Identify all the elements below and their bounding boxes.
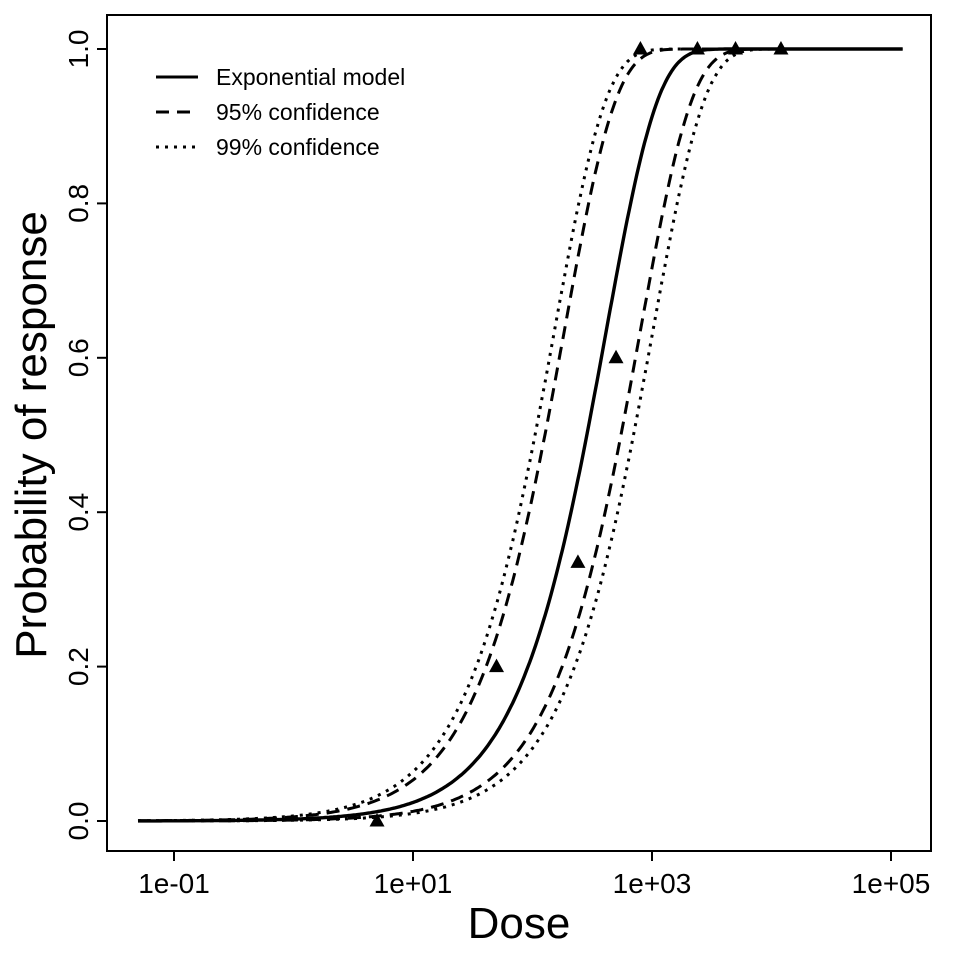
curve-dotted-105 xyxy=(138,47,903,823)
curve-dashed-550 xyxy=(137,47,903,823)
data-point-triangle xyxy=(773,41,789,55)
legend-label-exponential-model: Exponential model xyxy=(216,64,405,90)
curve-dotted-700 xyxy=(138,47,903,823)
y-tick-label: 0.4 xyxy=(63,493,94,532)
legend-label-95-confidence: 95% confidence xyxy=(216,99,380,125)
data-point-triangle xyxy=(689,41,705,55)
observed-data-points xyxy=(369,41,789,827)
curve-dashed-127 xyxy=(138,47,903,823)
data-point-triangle xyxy=(570,554,586,568)
y-tick-label: 1.0 xyxy=(63,30,94,69)
x-tick-label: 1e+01 xyxy=(374,868,453,899)
y-tick-label: 0.0 xyxy=(63,802,94,841)
curve-solid-285 xyxy=(138,47,903,823)
data-point-triangle xyxy=(632,41,648,55)
legend: Exponential model 95% confidence 99% con… xyxy=(156,64,405,160)
data-point-triangle xyxy=(489,658,505,673)
legend-label-99-confidence: 99% confidence xyxy=(216,134,380,160)
data-point-triangle xyxy=(728,41,744,55)
model-curves xyxy=(137,47,903,823)
axes: 1e-01 1e+01 1e+03 1e+05 0.0 0.2 0.4 0.6 0.8 1.0 xyxy=(63,30,930,899)
x-axis-title: Dose xyxy=(468,899,571,948)
x-tick-label: 1e-01 xyxy=(138,868,210,899)
y-tick-label: 0.6 xyxy=(63,338,94,377)
data-point-triangle xyxy=(608,349,624,364)
x-tick-label: 1e+03 xyxy=(613,868,692,899)
data-point-triangle xyxy=(369,813,385,827)
y-tick-label: 0.8 xyxy=(63,184,94,223)
x-tick-label: 1e+05 xyxy=(852,868,931,899)
plot-area-border xyxy=(106,14,932,852)
y-axis-title: Probability of response xyxy=(7,211,56,659)
y-tick-label: 0.2 xyxy=(63,647,94,686)
